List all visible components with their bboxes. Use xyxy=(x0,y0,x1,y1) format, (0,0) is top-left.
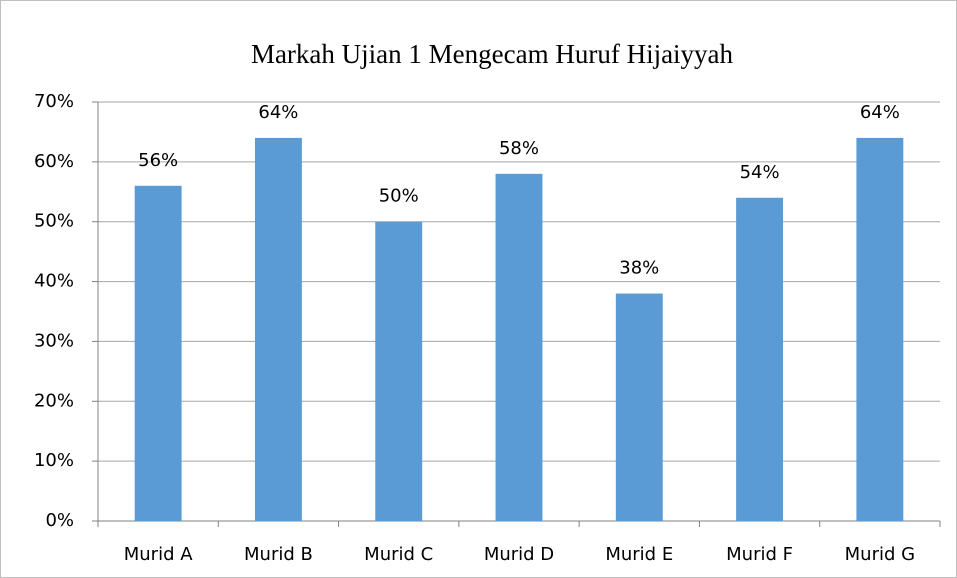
bar xyxy=(134,185,182,522)
bar xyxy=(254,137,302,521)
x-tick-label: Murid B xyxy=(244,544,313,565)
chart-title: Markah Ujian 1 Mengecam Huruf Hijaiyyah xyxy=(251,39,734,69)
bar xyxy=(615,293,663,521)
bar xyxy=(736,197,784,521)
x-tick-label: Murid E xyxy=(605,544,673,565)
data-label: 50% xyxy=(379,186,419,207)
bar xyxy=(495,173,543,522)
data-label: 38% xyxy=(619,258,659,279)
data-label: 64% xyxy=(860,102,900,123)
x-tick-label: Murid C xyxy=(364,544,433,565)
y-tick-label: 10% xyxy=(34,450,74,471)
x-tick-label: Murid G xyxy=(845,544,915,565)
x-tick-label: Murid F xyxy=(726,544,793,565)
y-tick-label: 30% xyxy=(34,330,74,351)
data-label: 64% xyxy=(258,102,298,123)
y-tick-label: 40% xyxy=(34,271,74,292)
y-tick-label: 60% xyxy=(34,151,74,172)
data-label: 58% xyxy=(499,138,539,159)
bar xyxy=(375,221,423,521)
bar xyxy=(856,137,904,521)
y-tick-label: 20% xyxy=(34,390,74,411)
x-tick-label: Murid A xyxy=(124,544,193,565)
y-tick-label: 70% xyxy=(34,91,74,112)
x-tick-label: Murid D xyxy=(484,544,554,565)
y-tick-label: 0% xyxy=(45,510,74,531)
data-label: 54% xyxy=(740,162,780,183)
y-tick-label: 50% xyxy=(34,211,74,232)
data-label: 56% xyxy=(138,150,178,171)
